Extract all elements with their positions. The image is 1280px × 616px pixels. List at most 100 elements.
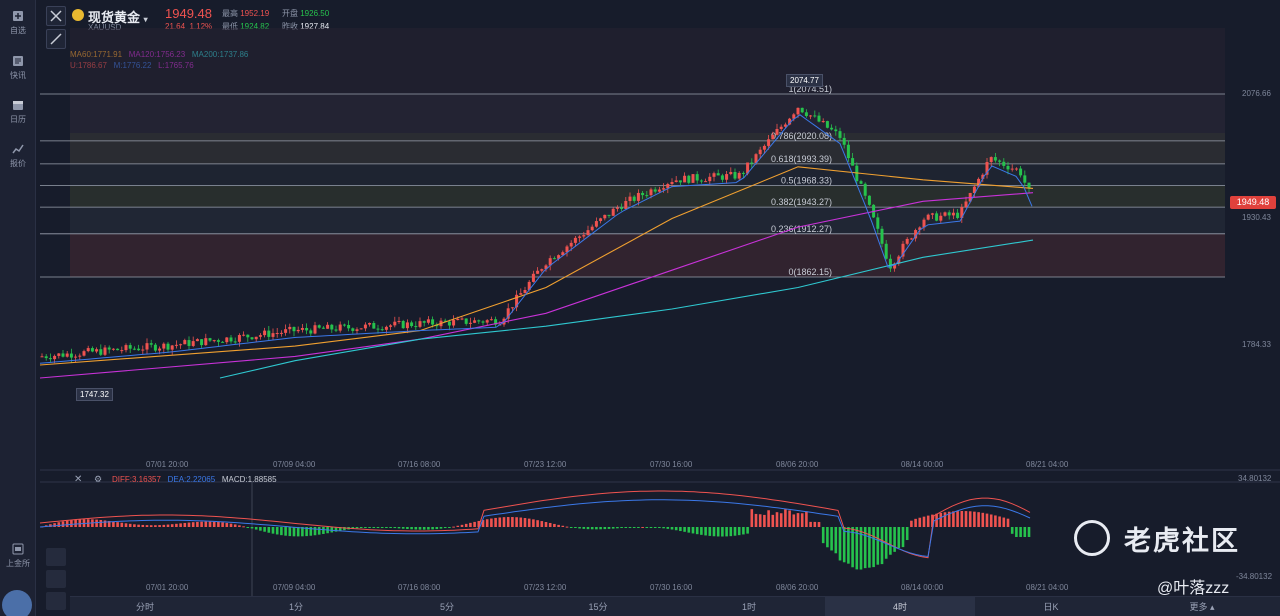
macd-histogram-bar bbox=[456, 525, 460, 527]
sidebar-item-label: 自选 bbox=[10, 26, 26, 35]
candle-body bbox=[95, 349, 99, 352]
macd-histogram-bar bbox=[498, 517, 502, 527]
macd-histogram-bar bbox=[532, 519, 535, 527]
candle-body bbox=[918, 227, 922, 231]
candle-body bbox=[86, 348, 90, 352]
candle-body bbox=[1019, 168, 1023, 176]
tab-timeframe-1h[interactable]: 1时 bbox=[741, 602, 756, 612]
close-button[interactable] bbox=[46, 6, 66, 26]
macd-close-icon[interactable]: ✕ bbox=[74, 474, 83, 485]
tab-timeframe-15m[interactable]: 15分 bbox=[588, 602, 608, 612]
macd-histogram-bar bbox=[175, 523, 178, 527]
macd-histogram-bar bbox=[301, 527, 304, 537]
candle-body bbox=[720, 175, 724, 180]
candle-body bbox=[615, 207, 619, 209]
macd-histogram-bar bbox=[742, 527, 745, 535]
candle-body bbox=[729, 171, 733, 175]
fib-level-label: 0.382(1943.27) bbox=[771, 197, 832, 207]
macd-histogram-bar bbox=[754, 513, 758, 527]
macd-histogram-bar bbox=[376, 527, 380, 528]
candle-body bbox=[964, 201, 968, 208]
macd-histogram-bar bbox=[611, 527, 615, 529]
toolbar-toggle-button[interactable] bbox=[46, 592, 66, 610]
macd-histogram-bar bbox=[141, 524, 145, 527]
macd-histogram-bar bbox=[305, 527, 308, 537]
tab-timeframe-4h[interactable]: 4时 bbox=[825, 597, 975, 616]
candle-body bbox=[166, 343, 170, 350]
macd-histogram-bar bbox=[49, 524, 52, 527]
tab-timeframe-1m[interactable]: 1分 bbox=[288, 602, 303, 612]
tab-timeframe-5m[interactable]: 5分 bbox=[439, 602, 454, 612]
macd-histogram-bar bbox=[158, 525, 161, 527]
candle-body bbox=[111, 348, 115, 350]
tab-timeframe-day[interactable]: 日K bbox=[1043, 602, 1059, 612]
candle-body bbox=[57, 353, 61, 356]
pencil-icon bbox=[50, 33, 62, 45]
candle-body bbox=[393, 321, 397, 326]
candle-body bbox=[884, 243, 888, 259]
candle-body bbox=[397, 320, 401, 322]
sidebar-item-watchlist[interactable]: 自选 bbox=[0, 10, 36, 36]
avatar[interactable] bbox=[2, 590, 32, 616]
candle-body bbox=[258, 335, 262, 337]
indicator-tool-button[interactable] bbox=[46, 548, 66, 566]
draw-line-button[interactable] bbox=[46, 570, 66, 588]
candle-body bbox=[271, 333, 275, 337]
candle-body bbox=[746, 162, 750, 174]
candle-body bbox=[930, 213, 934, 215]
candle-body bbox=[867, 195, 871, 205]
macd-histogram-bar bbox=[107, 520, 111, 527]
macd-histogram-bar bbox=[359, 527, 363, 528]
sidebar-item-news[interactable]: 快讯 bbox=[0, 55, 36, 81]
price-axis-tick: 1930.43 bbox=[1242, 213, 1271, 222]
candle-body bbox=[859, 181, 863, 184]
candle-body bbox=[338, 324, 342, 331]
macd-histogram-bar bbox=[889, 527, 892, 555]
candle-body bbox=[447, 321, 451, 326]
macd-histogram-bar bbox=[372, 527, 376, 528]
instrument-title[interactable]: 现货黄金 ▾ bbox=[88, 10, 148, 25]
candle-body bbox=[317, 325, 321, 328]
macd-histogram-bar bbox=[343, 527, 346, 531]
macd-histogram-bar bbox=[800, 513, 804, 527]
candle-body bbox=[384, 326, 388, 330]
macd-histogram-bar bbox=[99, 519, 103, 527]
candle-body bbox=[985, 162, 989, 175]
macd-histogram-bar bbox=[721, 527, 724, 537]
tab-timeframe-more[interactable]: 更多 ▴ bbox=[1189, 602, 1215, 612]
sidebar-item-label: 日历 bbox=[10, 115, 26, 124]
candle-body bbox=[342, 324, 346, 326]
macd-histogram-bar bbox=[998, 516, 1001, 527]
macd-histogram-bar bbox=[128, 523, 132, 527]
macd-histogram-bar bbox=[65, 520, 69, 527]
candle-body bbox=[783, 124, 787, 127]
gold-coin-icon bbox=[72, 9, 84, 21]
sidebar-item-calendar[interactable]: 日历 bbox=[0, 99, 36, 125]
macd-settings-icon[interactable]: ⚙ bbox=[94, 474, 103, 484]
candle-body bbox=[254, 336, 258, 340]
macd-histogram-bar bbox=[1019, 527, 1022, 537]
macd-histogram-bar bbox=[893, 527, 896, 552]
macd-histogram-bar bbox=[61, 521, 65, 527]
macd-histogram-bar bbox=[863, 527, 867, 569]
time-axis-tick: 08/06 20:00 bbox=[776, 583, 819, 592]
macd-histogram-bar bbox=[1002, 517, 1006, 527]
macd-histogram-bar bbox=[57, 522, 61, 527]
macd-histogram-bar bbox=[355, 527, 359, 529]
tab-timeframe-intraday[interactable]: 分时 bbox=[135, 602, 154, 612]
macd-histogram-bar bbox=[956, 511, 959, 527]
draw-tool-button[interactable] bbox=[46, 29, 66, 49]
macd-histogram-bar bbox=[947, 511, 951, 527]
macd-histogram-bar bbox=[221, 522, 224, 527]
fib-level-label: 0(1862.15) bbox=[788, 267, 832, 277]
candle-body bbox=[330, 324, 334, 330]
macd-histogram-bar bbox=[813, 521, 817, 527]
candle-body bbox=[208, 338, 212, 341]
sidebar-item-sge[interactable]: 上金所 bbox=[0, 543, 36, 569]
sidebar-item-quotes[interactable]: 报价 bbox=[0, 143, 36, 169]
candle-body bbox=[263, 330, 267, 336]
macd-histogram-bar bbox=[931, 514, 934, 527]
candle-body bbox=[410, 322, 414, 327]
candle-body bbox=[880, 228, 884, 244]
